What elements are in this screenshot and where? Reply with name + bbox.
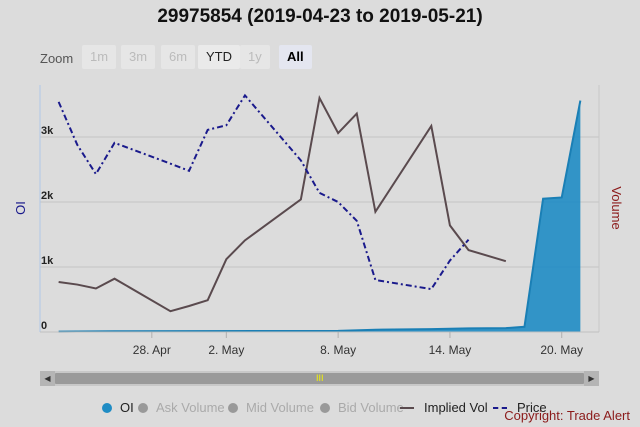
legend-label: Mid Volume bbox=[246, 400, 314, 415]
scroll-right-arrow[interactable]: ▶ bbox=[584, 371, 599, 386]
legend-dot-icon bbox=[102, 403, 112, 413]
legend-label: Price bbox=[517, 400, 547, 415]
legend-label: Ask Volume bbox=[156, 400, 225, 415]
x-tick-label: 28. Apr bbox=[133, 343, 171, 357]
plot-background bbox=[40, 85, 599, 333]
scrollbar-grip-icon: III bbox=[316, 373, 324, 383]
legend-dot-icon bbox=[138, 403, 148, 413]
legend-dot-icon bbox=[320, 403, 330, 413]
legend-label: OI bbox=[120, 400, 134, 415]
x-tick-label: 8. May bbox=[320, 343, 356, 357]
chart-plot: 0 1k 2k 3k 28. Apr 2. May 8. May 14. May 20. May… bbox=[13, 85, 624, 357]
zoom-button-1y[interactable]: 1y bbox=[240, 45, 270, 69]
legend-line-icon bbox=[400, 407, 414, 409]
x-tick-label: 2. May bbox=[208, 343, 244, 357]
zoom-button-3m[interactable]: 3m bbox=[121, 45, 156, 69]
zoom-button-all[interactable]: All bbox=[279, 45, 312, 69]
zoom-button-ytd[interactable]: YTD bbox=[198, 45, 240, 69]
zoom-button-6m[interactable]: 6m bbox=[161, 45, 196, 69]
copyright-text: Copyright: Trade Alert bbox=[504, 408, 630, 423]
legend-label: Bid Volume bbox=[338, 400, 404, 415]
series-implied-vol-line bbox=[58, 94, 507, 313]
navigator-scrollbar-thumb[interactable] bbox=[55, 373, 584, 384]
series-price-line bbox=[57, 93, 470, 291]
chart-title: 29975854 (2019-04-23 to 2019-05-21) bbox=[157, 6, 483, 27]
y-tick-label: 2k bbox=[41, 190, 54, 202]
x-tick-label: 20. May bbox=[540, 343, 583, 357]
series-oi-area bbox=[58, 100, 581, 332]
y-tick-label: 0 bbox=[41, 320, 47, 332]
scroll-left-arrow[interactable]: ◀ bbox=[40, 371, 55, 386]
zoom-label: Zoom bbox=[40, 51, 74, 66]
y-axis-title-right: Volume bbox=[609, 186, 624, 229]
legend-dot-icon bbox=[228, 403, 238, 413]
series-oi-line bbox=[58, 100, 582, 333]
legend-dash-icon bbox=[493, 407, 507, 409]
y-axis-title-left: OI bbox=[13, 201, 28, 215]
zoom-button-1m[interactable]: 1m bbox=[82, 45, 117, 69]
x-tick-label: 14. May bbox=[429, 343, 472, 357]
legend-label: Implied Vol bbox=[424, 400, 488, 415]
y-tick-label: 1k bbox=[41, 255, 54, 267]
y-tick-label: 3k bbox=[41, 125, 54, 137]
chart-legend: OI Ask Volume Mid Volume Bid Volume Implied … bbox=[0, 398, 640, 418]
